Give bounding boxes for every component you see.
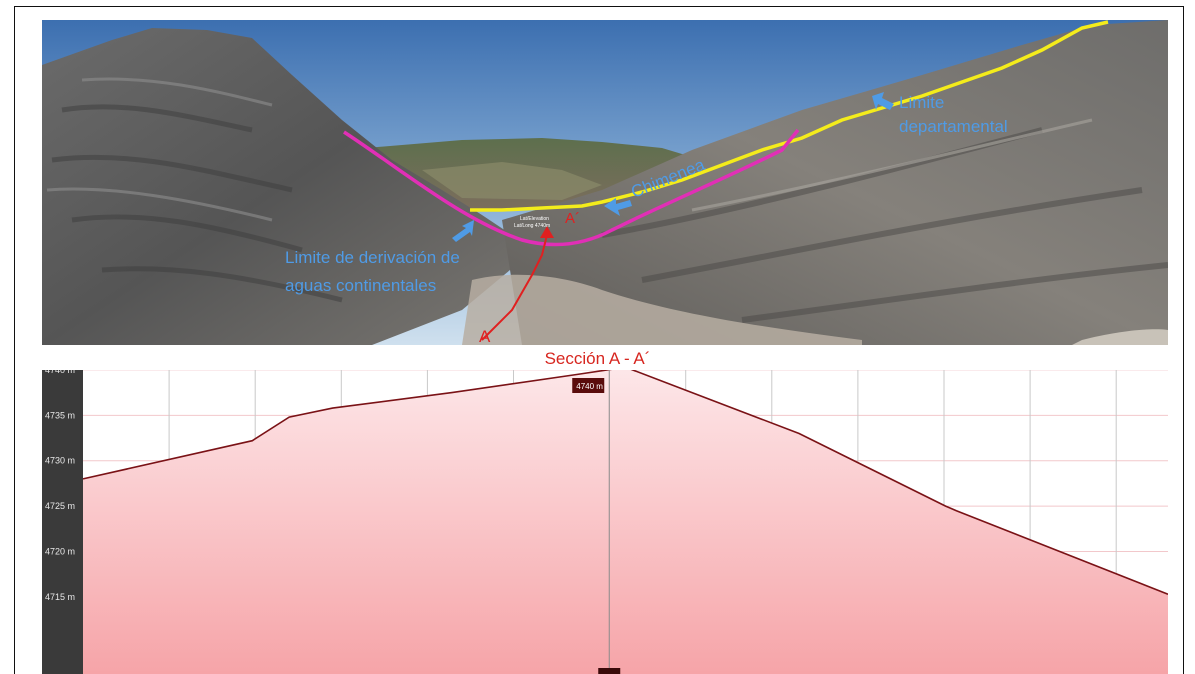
y-axis-panel [42,370,83,674]
section-end-marker [540,226,554,238]
point-a-label: A [479,327,491,345]
cursor-handle[interactable] [598,668,621,674]
y-tick-label: 4725 m [45,501,75,511]
y-tick-label: 4720 m [45,547,75,557]
y-tick-label: 4735 m [45,410,75,420]
elevation-line [82,370,1168,595]
placemark-label-1: Lat/Elevation [520,216,549,222]
departmental-label-line2: departamental [899,117,1008,136]
arrow-icon-departmental [872,92,894,110]
departmental-limit-line [470,20,1109,212]
elevation-profile-chart: 4740 m 4735 m 4730 m 4725 m 4720 m 4715 m 474… [42,370,1168,674]
derivation-label-line2: aguas continentales [285,276,436,295]
departmental-label-line1: Limite [899,93,944,112]
arrow-icon-derivation [452,220,474,242]
section-line [481,234,548,341]
figure-frame [14,6,1184,674]
elevation-marker-label: 4740 m [576,382,603,391]
elevation-area [83,370,1168,674]
section-title: Sección A - A´ [544,349,651,368]
valley-path [462,274,862,345]
derivation-limit-line [343,128,800,247]
terrain-3d-view: A A´ Lat/Elevation Lat/Long 4740m Limite… [42,20,1168,345]
arrow-icon-chimenea [604,198,632,216]
y-tick-label: 4715 m [45,592,75,602]
point-a-prime-label: A´ [565,210,580,227]
elevation-marker-box [572,378,605,393]
y-tick-label: 4740 m [45,370,75,375]
derivation-label-line1: Limite de derivación de [285,248,460,267]
placemark-label-2: Lat/Long 4740m [514,223,550,229]
y-tick-label: 4730 m [45,456,75,466]
